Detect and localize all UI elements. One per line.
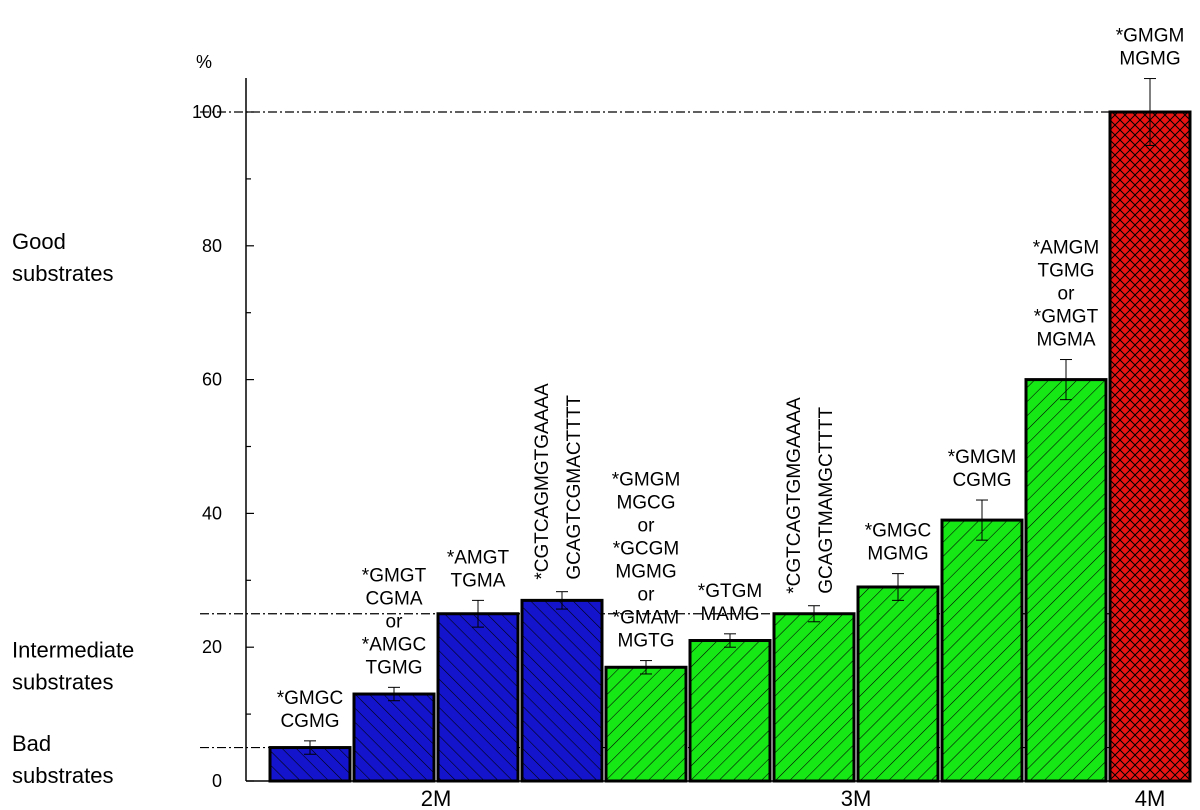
bar-label-2-line-2: CGMA xyxy=(366,588,423,609)
bar-label-7-line-1: *CGTCAGTGMGAAAA xyxy=(784,397,805,594)
bar-10 xyxy=(1024,378,1108,783)
bar-label-10-line-3: or xyxy=(1058,284,1076,305)
bar-label-2: *GMGT CGMA or *AMGC TGMG xyxy=(362,565,427,678)
bar-label-2-line-3: or xyxy=(386,611,404,632)
bar-label-3-line-1: *AMGT xyxy=(447,547,510,568)
side-label-3: Bad substrates xyxy=(12,731,114,788)
bar-label-10-line-4: *GMGT xyxy=(1034,307,1099,328)
bar-3 xyxy=(436,612,520,783)
y-tick-label-20: 20 xyxy=(202,637,222,657)
bar-2 xyxy=(352,692,436,783)
bar-label-3-line-2: TGMA xyxy=(451,570,506,591)
bar-label-1: *GMGC CGMG xyxy=(277,688,344,732)
bar-label-11: *GMGM MGMG xyxy=(1116,26,1185,70)
bar-label-10-line-2: TGMG xyxy=(1038,261,1095,282)
bar-label-5-line-5: MGMG xyxy=(615,562,676,583)
bar-label-8: *GMGC MGMG xyxy=(865,521,932,565)
bar-6 xyxy=(688,639,772,783)
bar-label-5-line-7: *GMAM xyxy=(613,608,680,629)
side-label-2-line-1: Intermediate xyxy=(12,637,134,662)
bar-label-5-line-6: or xyxy=(638,585,656,606)
bar-label-10-line-5: MGMA xyxy=(1036,330,1095,351)
bar-label-8-line-2: MGMG xyxy=(867,544,928,565)
bar-5 xyxy=(604,665,688,783)
bar-label-5-line-3: or xyxy=(638,516,656,537)
bar-label-11-line-1: *GMGM xyxy=(1116,26,1185,47)
bar-label-5-line-4: *GCGM xyxy=(613,539,680,560)
bar-label-2-line-4: *AMGC xyxy=(362,634,426,655)
bar-8 xyxy=(856,585,940,783)
bar-7 xyxy=(772,612,856,783)
group-label-4M: 4M xyxy=(1135,786,1166,810)
bar-label-9-line-1: *GMGM xyxy=(948,447,1017,468)
group-label-2M: 2M xyxy=(421,786,452,810)
side-label-2: Intermediate substrates xyxy=(12,637,134,694)
bar-label-5-line-8: MGTG xyxy=(618,631,675,652)
bar-label-5: *GMGM MGCG or *GCGM MGMG or *GMAM MGTG xyxy=(612,470,681,652)
bar-label-5-line-1: *GMGM xyxy=(612,470,681,491)
bar-label-6-line-2: MAMG xyxy=(700,604,759,625)
y-tick-label-100: 100 xyxy=(192,102,222,122)
bar-label-8-line-1: *GMGC xyxy=(865,521,932,542)
y-tick-label-80: 80 xyxy=(202,236,222,256)
y-tick-label-0: 0 xyxy=(212,771,222,791)
side-label-1: Good substrates xyxy=(12,229,114,286)
bar-11 xyxy=(1108,110,1192,783)
y-tick-label-40: 40 xyxy=(202,503,222,523)
bar-label-9-line-2: CGMG xyxy=(952,470,1011,491)
bar-label-9: *GMGM CGMG xyxy=(948,447,1017,491)
bar-9 xyxy=(940,518,1024,783)
bar-label-4-line-1: *CGTCAGMGTGAAAA xyxy=(532,383,553,580)
side-label-1-line-1: Good xyxy=(12,229,66,254)
side-label-1-line-2: substrates xyxy=(12,261,114,286)
bar-label-1-line-2: CGMG xyxy=(280,711,339,732)
side-label-3-line-2: substrates xyxy=(12,763,114,788)
bar-label-10: *AMGM TGMG or *GMGT MGMA xyxy=(1033,238,1100,351)
bar-4 xyxy=(520,598,604,783)
side-label-2-line-2: substrates xyxy=(12,669,114,694)
bars-layer xyxy=(268,78,1192,783)
y-axis-title: % xyxy=(196,52,212,72)
bar-label-6: *GTGM MAMG xyxy=(698,581,762,625)
group-label-3M: 3M xyxy=(841,786,872,810)
bar-label-6-line-1: *GTGM xyxy=(698,581,762,602)
bar-label-5-line-2: MGCG xyxy=(616,493,675,514)
bar-label-7-line-2: GCAGTMAMGCTTTT xyxy=(816,407,837,594)
bar-label-2-line-1: *GMGT xyxy=(362,565,427,586)
side-label-3-line-1: Bad xyxy=(12,731,51,756)
y-tick-label-60: 60 xyxy=(202,370,222,390)
bar-label-2-line-5: TGMG xyxy=(366,657,423,678)
bar-label-4-line-2: GCAGTCGMACTTTT xyxy=(564,395,585,580)
axes-layer xyxy=(245,78,1188,782)
bar-label-3: *AMGT TGMA xyxy=(447,547,510,591)
bar-label-10-line-1: *AMGM xyxy=(1033,238,1100,259)
bar-label-1-line-1: *GMGC xyxy=(277,688,344,709)
bar-label-11-line-2: MGMG xyxy=(1119,49,1180,70)
labels-layer: *GMGC CGMG*GMGT CGMA or *AMGC TGMG*AMGT TGMA*C… xyxy=(12,26,1184,810)
